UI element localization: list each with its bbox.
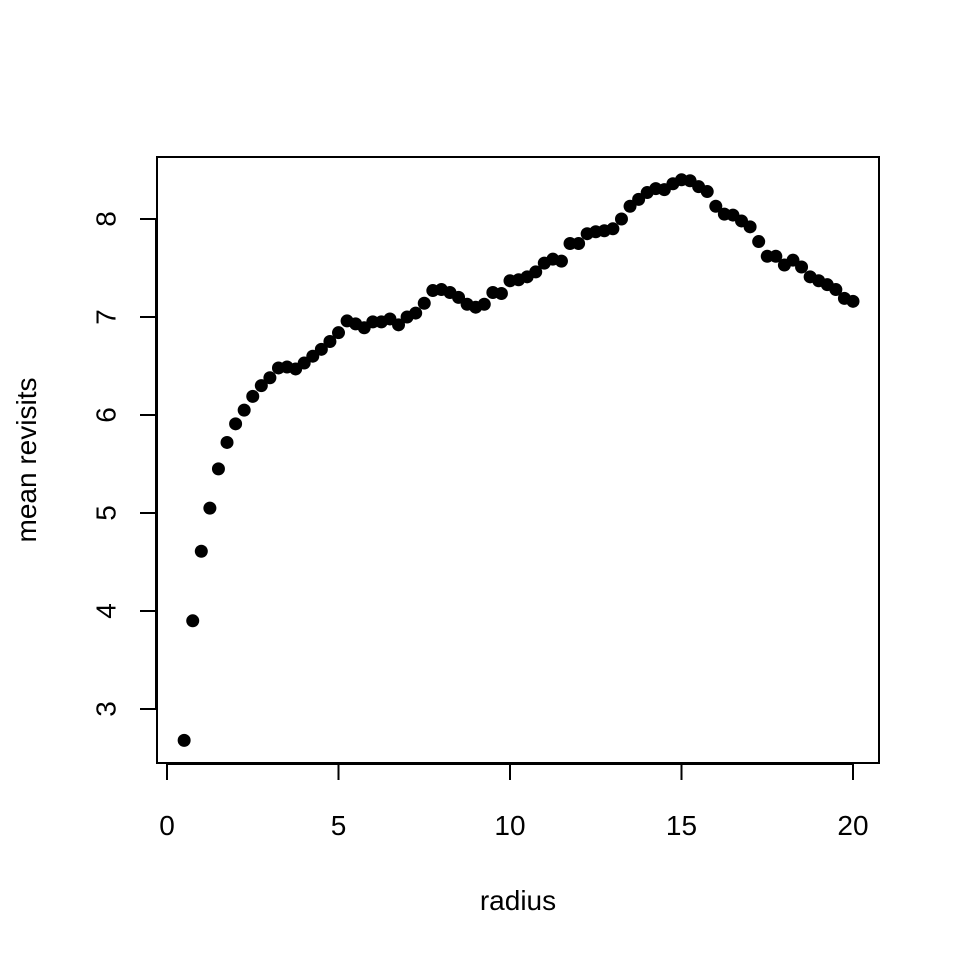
data-point [743, 220, 757, 234]
data-point [829, 283, 843, 297]
y-axis: 3 4 5 6 7 8 [90, 211, 157, 717]
data-point [614, 212, 628, 226]
y-tick-label: 4 [90, 603, 121, 619]
x-tick-label: 10 [494, 810, 525, 841]
data-point [332, 326, 345, 340]
y-axis-title: mean revisits [11, 378, 42, 543]
data-point [769, 249, 783, 263]
x-axis: 0 5 10 15 20 [159, 763, 869, 841]
data-point [409, 306, 423, 320]
x-tick-label: 5 [331, 810, 347, 841]
x-tick-label: 15 [666, 810, 697, 841]
data-point [254, 379, 268, 393]
data-point [314, 342, 328, 356]
data-point [554, 254, 568, 268]
data-point [795, 260, 809, 274]
data-point [229, 417, 243, 431]
data-point [494, 286, 508, 300]
x-axis-title: radius [480, 885, 556, 916]
y-tick-label: 8 [90, 211, 121, 227]
data-point [211, 462, 225, 476]
data-point [203, 501, 217, 515]
data-point [246, 389, 260, 403]
data-point [846, 294, 860, 308]
y-tick-label: 3 [90, 701, 121, 717]
data-point [417, 296, 431, 310]
y-tick-label: 5 [90, 505, 121, 521]
plot-frame [156, 156, 880, 764]
data-point [529, 265, 543, 279]
data-point [752, 235, 766, 249]
data-point [606, 222, 620, 236]
x-tick-label: 0 [159, 810, 175, 841]
data-point [220, 435, 234, 449]
data-point [237, 403, 251, 417]
data-point [194, 544, 208, 558]
data-point [477, 297, 491, 311]
y-tick-label: 6 [90, 407, 121, 423]
y-tick-label: 7 [90, 309, 121, 325]
data-point [392, 318, 406, 332]
data-point [263, 371, 277, 385]
data-point [700, 185, 714, 199]
data-point [709, 199, 723, 213]
data-point [177, 733, 191, 747]
data-point [572, 237, 586, 250]
x-tick-label: 20 [837, 810, 868, 841]
data-point [323, 335, 337, 348]
data-points [177, 173, 860, 747]
data-point [186, 614, 200, 628]
